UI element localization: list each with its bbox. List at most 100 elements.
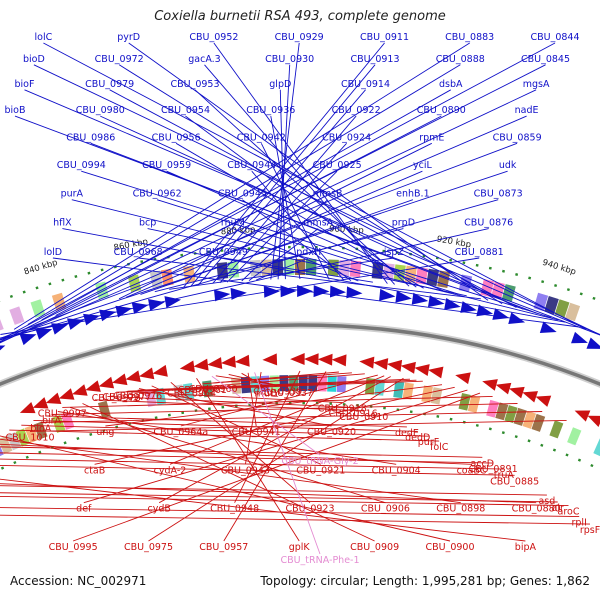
minus-gene-label: CBU_0904	[372, 465, 421, 476]
plus-cog-block	[565, 302, 581, 322]
minus-gene-label: CBU_0964a	[153, 427, 208, 438]
plus-gene-label-leader	[43, 42, 587, 330]
minus-strand-gene	[509, 386, 525, 399]
scale-tick-label: 840 kbp	[23, 258, 59, 278]
minus-strand-gene	[72, 384, 88, 396]
minus-gene-label: folC	[430, 442, 449, 453]
plus-gene-label-leader	[213, 42, 388, 284]
plus-cog-block	[338, 259, 351, 277]
minus-gene-label-leader	[69, 406, 386, 504]
plus-gene-label: CBU_0925	[313, 160, 362, 171]
plus-cog-block	[305, 259, 317, 276]
plus-gene-label-leader	[0, 64, 546, 343]
minus-cog-block	[430, 387, 443, 405]
plus-gene-label-leader	[156, 199, 460, 295]
minus-gene-label: CBU_0920	[307, 427, 356, 438]
plus-gene-label-leader	[256, 257, 309, 281]
plus-strand-gene	[539, 321, 557, 333]
plus-gene-label-leader	[0, 115, 527, 343]
minus-cog-block	[467, 395, 481, 413]
plus-gene-label: CBU_0888	[436, 54, 485, 65]
plus-gene-label: CBU_0890	[417, 105, 466, 116]
plus-gene-label: mmsB	[313, 189, 343, 200]
minus-gene-label: CBU_0957	[199, 542, 248, 553]
minus-gene-label: dedD	[405, 432, 430, 443]
plus-gene-label: lolC	[35, 32, 53, 43]
minus-gene-label: def	[76, 504, 92, 515]
minus-gene-label-leader	[247, 372, 257, 427]
minus-cog-block	[531, 413, 546, 432]
plus-gene-label-leader	[71, 199, 559, 321]
minus-gene-label-leader	[151, 385, 321, 465]
plus-gene-label-leader	[260, 143, 330, 280]
minus-gene-label: CBU_0891	[469, 464, 518, 475]
minus-gene-label: CBU_0978	[92, 393, 141, 404]
plus-gene-label: prpD	[392, 218, 415, 229]
minus-gene-label: CBU_0977	[102, 392, 151, 403]
rna-leader	[211, 375, 321, 456]
minus-gene-label: mutY	[254, 389, 279, 400]
minus-gene-label-leader	[170, 381, 311, 504]
rna-gene-label: CBU_tRNA-Phe-1	[280, 555, 359, 566]
minus-gene-label-leader	[158, 376, 391, 504]
plus-gene-label: pdxH	[296, 247, 321, 258]
genome-summary-text: Topology: circular; Length: 1,995,281 bp…	[260, 574, 590, 588]
plus-gene-label: CBU_0979	[85, 79, 134, 90]
plus-strand-gene	[460, 301, 477, 313]
plus-strand-gene	[427, 295, 445, 308]
minus-strand-gene	[359, 356, 375, 369]
minus-gene-label-leader	[0, 465, 515, 476]
minus-gene-label-leader	[9, 429, 440, 442]
plus-gene-label: CBU_0922	[332, 105, 381, 116]
minus-cog-block	[269, 375, 280, 392]
plus-cog-block	[382, 263, 395, 281]
minus-gene-label-leader	[196, 377, 300, 542]
minus-gene-label: ctaB	[84, 465, 105, 476]
minus-strand-gene	[98, 376, 115, 389]
plus-cog-block	[95, 281, 109, 300]
plus-strand-gene	[280, 285, 297, 298]
plus-gene-label: CBU_0859	[493, 132, 542, 143]
plus-strand-gene	[411, 292, 429, 305]
plus-gene-label: bioF	[15, 79, 35, 90]
minus-gene-label-leader	[33, 419, 418, 432]
minus-strand-gene	[262, 353, 278, 366]
plus-gene-label: CBU_0952	[189, 32, 238, 43]
minus-strand-gene	[317, 353, 333, 366]
plus-gene-label-leader	[270, 116, 301, 280]
minus-gene-label: CBU_0916	[329, 408, 378, 419]
minus-strand-gene	[522, 391, 538, 403]
plus-gene-label: CBU_0956	[152, 132, 201, 143]
plus-strand-gene	[508, 312, 526, 324]
minus-strand-gene	[193, 358, 209, 371]
plus-gene-label-leader	[138, 257, 481, 300]
minus-strand-gene	[152, 364, 168, 377]
minus-gene-label: coaBC	[457, 465, 487, 476]
minus-gene-label: CBU_0995	[49, 542, 98, 553]
plus-gene-label-leader	[185, 115, 417, 288]
minus-gene-label: CBU_0948	[210, 504, 259, 515]
plus-gene-label-leader	[248, 228, 319, 281]
minus-gene-label-leader	[0, 478, 526, 542]
plus-strand-gene	[131, 302, 149, 314]
minus-gene-label: CBU_0923	[285, 504, 334, 515]
plus-cog-block	[0, 318, 4, 331]
plus-gene-label: enhB.1	[396, 189, 429, 200]
minus-gene-label-leader	[83, 389, 468, 504]
plus-gene-label: CBU_0980	[76, 105, 125, 116]
plus-gene-label-leader	[223, 257, 373, 283]
minus-gene-label-leader	[94, 399, 364, 412]
minus-gene-label: CBU_0885	[490, 476, 539, 487]
minus-strand-gene	[414, 364, 430, 376]
minus-gene-label-leader	[202, 372, 352, 385]
plus-gene-label: udk	[499, 160, 517, 171]
minus-strand-gene	[220, 355, 236, 368]
minus-cog-block	[504, 405, 518, 424]
minus-gene-label-leader	[0, 438, 461, 504]
plus-gene-label-leader	[13, 42, 470, 330]
minus-gene-label-leader	[51, 403, 518, 415]
minus-cog-block	[0, 445, 4, 457]
plus-gene-label-leader	[52, 257, 580, 328]
minus-gene-label-leader	[0, 492, 558, 503]
